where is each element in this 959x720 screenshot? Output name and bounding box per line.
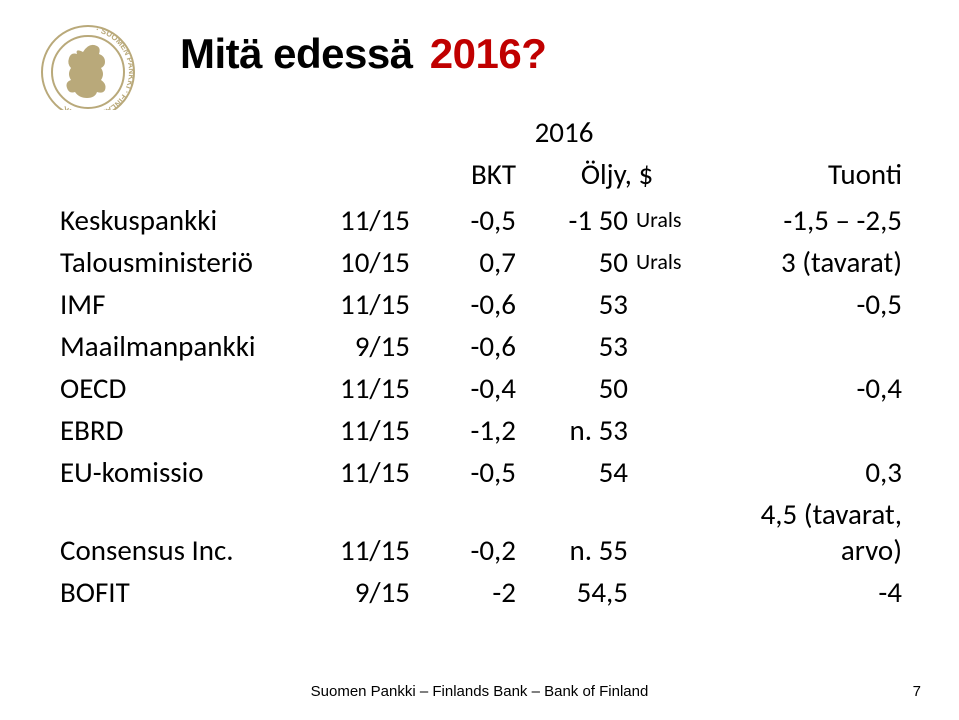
cell-name: IMF [54, 282, 316, 324]
cell-urals [632, 282, 704, 324]
cell-oil: 54,5 [530, 570, 632, 612]
cell-date: 11/15 [316, 492, 424, 570]
cell-urals [632, 450, 704, 492]
footer-text: Suomen Pankki – Finlands Bank – Bank of … [0, 683, 959, 700]
cell-name: Keskuspankki [54, 198, 316, 240]
cell-oil: -1 50 [530, 198, 632, 240]
table-body: Keskuspankki 11/15 -0,5 -1 50 Urals -1,5… [54, 198, 914, 612]
cell-oil: 53 [530, 324, 632, 366]
cell-urals: Urals [632, 198, 704, 240]
table-row: IMF 11/15 -0,6 53 -0,5 [54, 282, 914, 324]
cell-urals [632, 324, 704, 366]
cell-oil: 50 [530, 366, 632, 408]
table-row: EU-komissio 11/15 -0,5 54 0,3 [54, 450, 914, 492]
cell-tuonti: -0,4 [704, 366, 914, 408]
cell-date: 10/15 [316, 240, 424, 282]
page-number: 7 [913, 683, 921, 700]
cell-date: 9/15 [316, 324, 424, 366]
title-text: Mitä edessä [180, 30, 424, 77]
page-title: Mitä edessä 2016? [180, 30, 546, 78]
cell-urals [632, 492, 704, 570]
cell-urals: Urals [632, 240, 704, 282]
cell-bkt: -1,2 [424, 408, 530, 450]
cell-name: Maailmanpankki [54, 324, 316, 366]
col-tuonti: Tuonti [704, 152, 914, 198]
col-oil: Öljy, $ [530, 152, 704, 198]
cell-name: Talousministeriö [54, 240, 316, 282]
col-bkt: BKT [424, 152, 530, 198]
cell-date: 11/15 [316, 450, 424, 492]
table-row: OECD 11/15 -0,4 50 -0,4 [54, 366, 914, 408]
table-superheader: 2016 [424, 110, 704, 152]
cell-tuonti [704, 324, 914, 366]
cell-tuonti [704, 408, 914, 450]
table-row: Keskuspankki 11/15 -0,5 -1 50 Urals -1,5… [54, 198, 914, 240]
table-row: BOFIT 9/15 -2 54,5 -4 [54, 570, 914, 612]
cell-oil: 50 [530, 240, 632, 282]
cell-date: 11/15 [316, 198, 424, 240]
title-year: 2016? [430, 30, 547, 77]
cell-tuonti: -1,5 – -2,5 [704, 198, 914, 240]
cell-bkt: -0,6 [424, 282, 530, 324]
cell-date: 11/15 [316, 282, 424, 324]
cell-name: BOFIT [54, 570, 316, 612]
cell-name: OECD [54, 366, 316, 408]
table-row: EBRD 11/15 -1,2 n. 53 [54, 408, 914, 450]
cell-bkt: 0,7 [424, 240, 530, 282]
cell-urals [632, 408, 704, 450]
cell-bkt: -0,5 [424, 198, 530, 240]
cell-date: 11/15 [316, 408, 424, 450]
cell-name: Consensus Inc. [54, 492, 316, 570]
cell-bkt: -0,2 [424, 492, 530, 570]
cell-name: EBRD [54, 408, 316, 450]
cell-bkt: -0,6 [424, 324, 530, 366]
cell-date: 9/15 [316, 570, 424, 612]
table-row: Talousministeriö 10/15 0,7 50 Urals 3 (t… [54, 240, 914, 282]
cell-date: 11/15 [316, 366, 424, 408]
cell-urals [632, 366, 704, 408]
bank-logo: · SUOMEN PANKKI · FINLANDS BANK [38, 22, 138, 122]
forecast-table: 2016 BKT Öljy, $ Tuonti Keskuspankki 11/… [54, 110, 914, 612]
cell-tuonti: -4 [704, 570, 914, 612]
table-row: Consensus Inc. 11/15 -0,2 n. 55 4,5 (tav… [54, 492, 914, 570]
cell-name: EU-komissio [54, 450, 316, 492]
cell-oil: n. 53 [530, 408, 632, 450]
cell-bkt: -0,5 [424, 450, 530, 492]
cell-tuonti: 4,5 (tavarat, arvo) [704, 492, 914, 570]
cell-tuonti: 3 (tavarat) [704, 240, 914, 282]
cell-tuonti: 0,3 [704, 450, 914, 492]
table-row: Maailmanpankki 9/15 -0,6 53 [54, 324, 914, 366]
cell-oil: n. 55 [530, 492, 632, 570]
cell-bkt: -0,4 [424, 366, 530, 408]
cell-tuonti: -0,5 [704, 282, 914, 324]
cell-oil: 53 [530, 282, 632, 324]
cell-oil: 54 [530, 450, 632, 492]
cell-urals [632, 570, 704, 612]
cell-bkt: -2 [424, 570, 530, 612]
